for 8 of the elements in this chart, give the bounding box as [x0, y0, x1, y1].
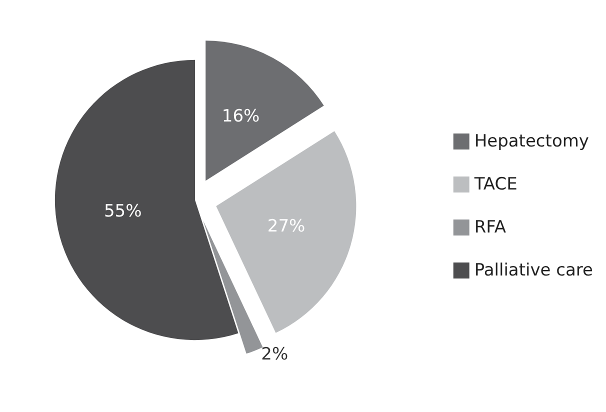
- data-label: 16%: [222, 106, 260, 127]
- data-label: 55%: [104, 201, 142, 222]
- data-label: 2%: [261, 344, 288, 364]
- legend-label: Palliative care: [474, 260, 594, 280]
- data-label: 27%: [267, 216, 306, 237]
- legend-label: TACE: [473, 174, 518, 194]
- legend-label: RFA: [474, 218, 506, 238]
- legend-label: Hepatectomy: [474, 132, 589, 152]
